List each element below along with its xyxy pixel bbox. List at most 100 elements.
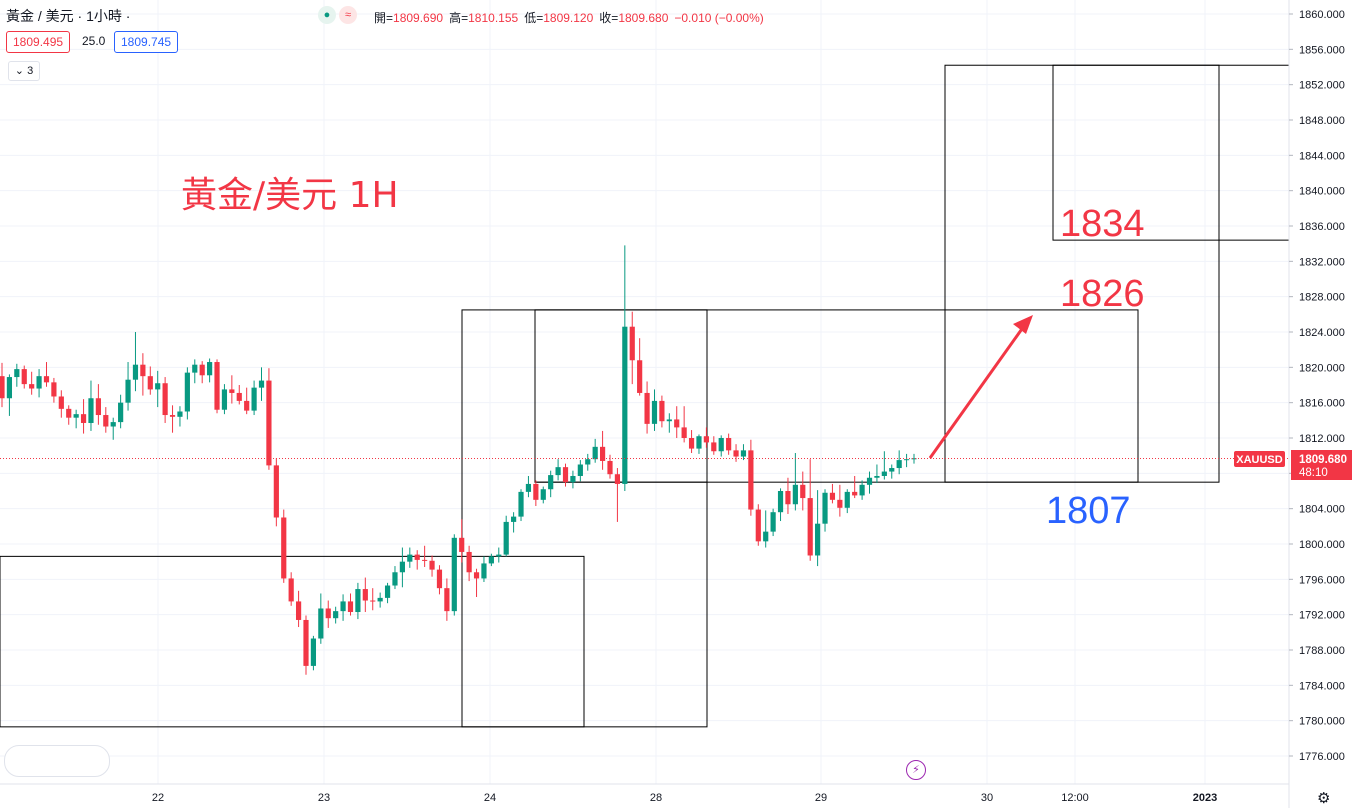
price-tick-label: 1780.000 [1299, 716, 1345, 728]
time-tick-label: 30 [981, 792, 993, 804]
candle-body [199, 364, 205, 376]
candle-body [570, 475, 576, 483]
change-value: −0.010 (−0.00%) [674, 11, 764, 25]
indicators-toggle[interactable]: ⌄ 3 [8, 61, 40, 81]
candle-body [66, 408, 72, 418]
candle-body [711, 442, 717, 452]
candle-body [169, 415, 176, 417]
price-tick-label: 1816.000 [1299, 398, 1345, 410]
candle-body [236, 392, 242, 401]
candle-body [911, 458, 917, 460]
candle-body [347, 601, 354, 613]
candle-body [303, 619, 309, 666]
open-value: 1809.690 [393, 11, 444, 25]
candle-body [95, 398, 101, 416]
candle-body [688, 438, 695, 449]
candle-body [73, 414, 79, 418]
candle-body [207, 362, 213, 376]
candle-body [407, 554, 413, 562]
candle-body [251, 387, 257, 411]
price-tick-label: 1844.000 [1299, 150, 1345, 162]
candle-body [748, 450, 754, 510]
price-tick-label: 1804.000 [1299, 504, 1345, 516]
candle-body [785, 491, 791, 505]
market-open-dot-icon[interactable]: ● [318, 6, 336, 24]
candle-body [852, 491, 858, 496]
candle-body [422, 559, 428, 561]
spread-value: 25.0 [82, 34, 106, 48]
candle-body [622, 326, 628, 484]
analysis-zone-box [534, 309, 1139, 483]
last-price-label: 1809.680 48:10 [1291, 450, 1352, 480]
target-label-1826: 1826 [1060, 273, 1145, 315]
approximate-data-icon[interactable]: ≈ [339, 6, 357, 24]
candle-body [310, 638, 317, 666]
candle-body [577, 464, 583, 476]
candle-body [903, 459, 910, 461]
last-price-value: 1809.680 [1299, 454, 1347, 466]
timeframe-pill[interactable] [4, 745, 110, 777]
candle-body [288, 578, 294, 602]
candle-body [414, 554, 420, 560]
target-label-1834: 1834 [1060, 203, 1145, 245]
candle-body [718, 438, 724, 452]
candle-body [36, 376, 42, 389]
candle-body [132, 364, 139, 380]
indicator-count: 3 [27, 65, 34, 77]
candle-body [110, 422, 116, 427]
candle-body [118, 402, 124, 423]
time-tick-label: 28 [650, 792, 662, 804]
candle-body [703, 436, 709, 443]
lightning-icon[interactable]: ⚡ [906, 760, 926, 780]
time-tick-label: 23 [318, 792, 330, 804]
low-label: 低 [524, 11, 537, 25]
candle-body [629, 326, 635, 361]
bar-countdown: 48:10 [1299, 467, 1328, 479]
candle-body [147, 376, 153, 390]
candle-body [837, 499, 843, 508]
price-tick-label: 1800.000 [1299, 539, 1345, 551]
candle-body [333, 611, 339, 619]
candle-body [822, 492, 828, 524]
candle-body [370, 600, 376, 602]
analysis-zones [0, 64, 1290, 728]
symbol-title[interactable]: 黃金 / 美元 · 1小時 · [6, 8, 131, 24]
price-tick-label: 1784.000 [1299, 680, 1345, 692]
candle-body [392, 572, 398, 586]
price-tick-label: 1788.000 [1299, 645, 1345, 657]
candle-body [755, 509, 761, 542]
candle-body [273, 465, 279, 518]
candle-body [696, 436, 702, 449]
candle-body [548, 475, 554, 490]
candle-body [214, 362, 220, 410]
high-label: 高 [449, 11, 462, 25]
candle-body [777, 491, 784, 513]
price-tick-label: 1796.000 [1299, 574, 1345, 586]
price-tick-label: 1852.000 [1299, 80, 1345, 92]
low-value: 1809.120 [543, 11, 594, 25]
candle-body [88, 398, 94, 423]
candle-body [459, 537, 465, 552]
candle-body [614, 474, 621, 484]
buy-button[interactable]: 1809.745 [114, 31, 179, 53]
candles [0, 245, 917, 675]
candle-body [340, 601, 346, 612]
candle-body [896, 460, 902, 469]
candle-body [80, 414, 87, 423]
candle-body [540, 489, 546, 500]
candle-body [733, 450, 739, 457]
time-axis[interactable]: 22 23 24 28 29 30 12:00 2023 [0, 783, 1289, 804]
analysis-zone-box [534, 309, 708, 483]
symbol-tag: XAUUSD [1236, 454, 1283, 466]
sell-button[interactable]: 1809.495 [6, 31, 71, 53]
price-axis[interactable]: 1860.000 1856.000 1852.000 1848.000 1844.000… [1288, 0, 1345, 808]
candle-body [792, 484, 798, 505]
candle-body [496, 554, 502, 557]
gear-icon[interactable]: ⚙ [1317, 790, 1331, 807]
candle-body [43, 376, 50, 383]
candle-body [592, 446, 598, 460]
candle-body [829, 492, 836, 500]
candle-body [429, 560, 435, 570]
candle-body [607, 460, 613, 475]
